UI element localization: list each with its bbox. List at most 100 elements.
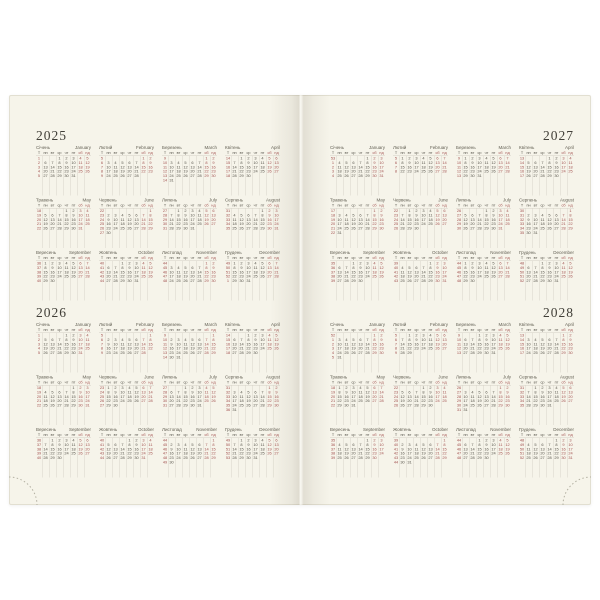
day-cell: 30: [379, 226, 384, 231]
column-separator-line: [266, 438, 267, 478]
week-number-cell: 26: [393, 403, 399, 408]
day-cell: 6: [254, 389, 257, 395]
week-number-cell: 27: [456, 212, 462, 218]
week-row: 7 10 11 12 13 14 15 16: [99, 164, 154, 170]
month-header: Лютий February: [99, 322, 154, 328]
week-number-cell: 1: [331, 160, 335, 165]
week-row: 6 7 8 9 10 11 12 13: [393, 337, 448, 342]
day-cell: 15: [407, 217, 412, 222]
weekday-header: нд: [211, 255, 216, 261]
day-cell: 2: [569, 333, 572, 338]
column-separator-line: [525, 333, 526, 373]
weekday-header: вт: [176, 150, 181, 156]
day-cell: 22: [148, 346, 153, 351]
day-cell: 10: [365, 265, 370, 270]
day-cell: 8: [240, 442, 243, 447]
column-separator-line: [259, 208, 260, 248]
day-cell: 13: [127, 164, 132, 170]
day-cell: 22: [540, 274, 545, 279]
week-number-cell: 3: [331, 346, 335, 351]
week-number-cell: 38: [36, 446, 42, 452]
day-cell: 19: [134, 394, 139, 399]
day-cell: 5: [72, 261, 75, 266]
week-number-cell: 31: [456, 407, 462, 412]
day-cell: 13: [57, 394, 62, 399]
weekday-header: нд: [568, 327, 573, 333]
week-row: 4 19 20 21 22 23 24 25: [36, 346, 91, 351]
day-cell: 10: [232, 394, 237, 399]
day-cell: 20: [526, 274, 531, 279]
week-row: 48 27 28 29 30: [456, 456, 511, 461]
day-cell: 14: [533, 269, 538, 275]
day-cell: 8: [555, 442, 558, 447]
day-cell: 16: [148, 164, 153, 170]
day-cell: 25: [498, 346, 503, 351]
week-number-cell: 5: [394, 156, 398, 161]
day-cell: 4: [541, 212, 544, 218]
day-cell: 12: [463, 217, 468, 222]
day-cell: 19: [267, 164, 272, 170]
day-cell: 21: [505, 164, 510, 170]
day-cell: 2: [541, 385, 544, 391]
day-cell: 24: [337, 226, 342, 231]
week-number-cell: 12: [456, 346, 462, 351]
day-cell: 21: [477, 221, 482, 227]
day-cell: 20: [197, 346, 202, 351]
day-cell: 25: [141, 274, 146, 279]
weekday-header: ср: [351, 203, 356, 208]
week-column-header: Т: [163, 203, 167, 208]
column-separator-line: [441, 438, 442, 478]
week-row: 40 2 3 4 5 6 7 8: [393, 442, 448, 447]
column-separator-line: [231, 156, 232, 196]
week-number-cell: 31: [162, 403, 168, 408]
month-name-en: December: [553, 250, 574, 255]
month-name-en: March: [498, 322, 511, 327]
day-cell: 27: [435, 169, 440, 174]
day-cell: 29: [540, 278, 545, 284]
day-cell: 4: [422, 156, 425, 161]
day-cell: 21: [435, 451, 440, 456]
day-cell: [119, 403, 126, 408]
day-cell: [203, 178, 210, 183]
column-separator-line: [427, 261, 428, 301]
weekday-header: пт: [71, 327, 76, 333]
column-separator-line: [504, 208, 505, 248]
column-separator-line: [119, 333, 120, 373]
day-cell: 22: [484, 221, 489, 227]
day-cell: 20: [337, 274, 342, 279]
day-cell: 17: [477, 269, 482, 275]
day-cell: 9: [212, 265, 215, 270]
day-cell: 28: [400, 350, 405, 356]
day-cell: 28: [253, 226, 258, 231]
day-cell: 13: [211, 212, 216, 218]
day-cell: 20: [43, 169, 48, 174]
day-cell: 13: [547, 341, 552, 347]
day-cell: [77, 174, 84, 179]
day-cell: 27: [547, 350, 552, 356]
day-cell: 12: [351, 341, 356, 347]
day-cell: 27: [106, 278, 111, 284]
week-row: 26 1 2 3 4: [456, 209, 511, 214]
day-cell: 25: [43, 403, 48, 408]
week-column-header: Т: [457, 203, 461, 208]
day-cell: 2: [562, 438, 565, 443]
column-separator-line: [140, 385, 141, 425]
column-separator-line: [497, 261, 498, 301]
day-cell: 8: [128, 442, 131, 447]
week-number-cell: 38: [330, 451, 336, 456]
day-cell: 6: [107, 265, 110, 270]
week-row: 49 30: [162, 460, 217, 465]
day-cell: 27: [351, 455, 356, 461]
day-cell: 9: [373, 160, 376, 165]
month-name-en: October: [137, 427, 154, 432]
weekday-header: пт: [197, 327, 202, 333]
week-row: 44 1 2 3 4 5 6 7: [456, 261, 511, 266]
day-cell: 8: [408, 337, 411, 342]
day-cell: 25: [85, 221, 90, 227]
